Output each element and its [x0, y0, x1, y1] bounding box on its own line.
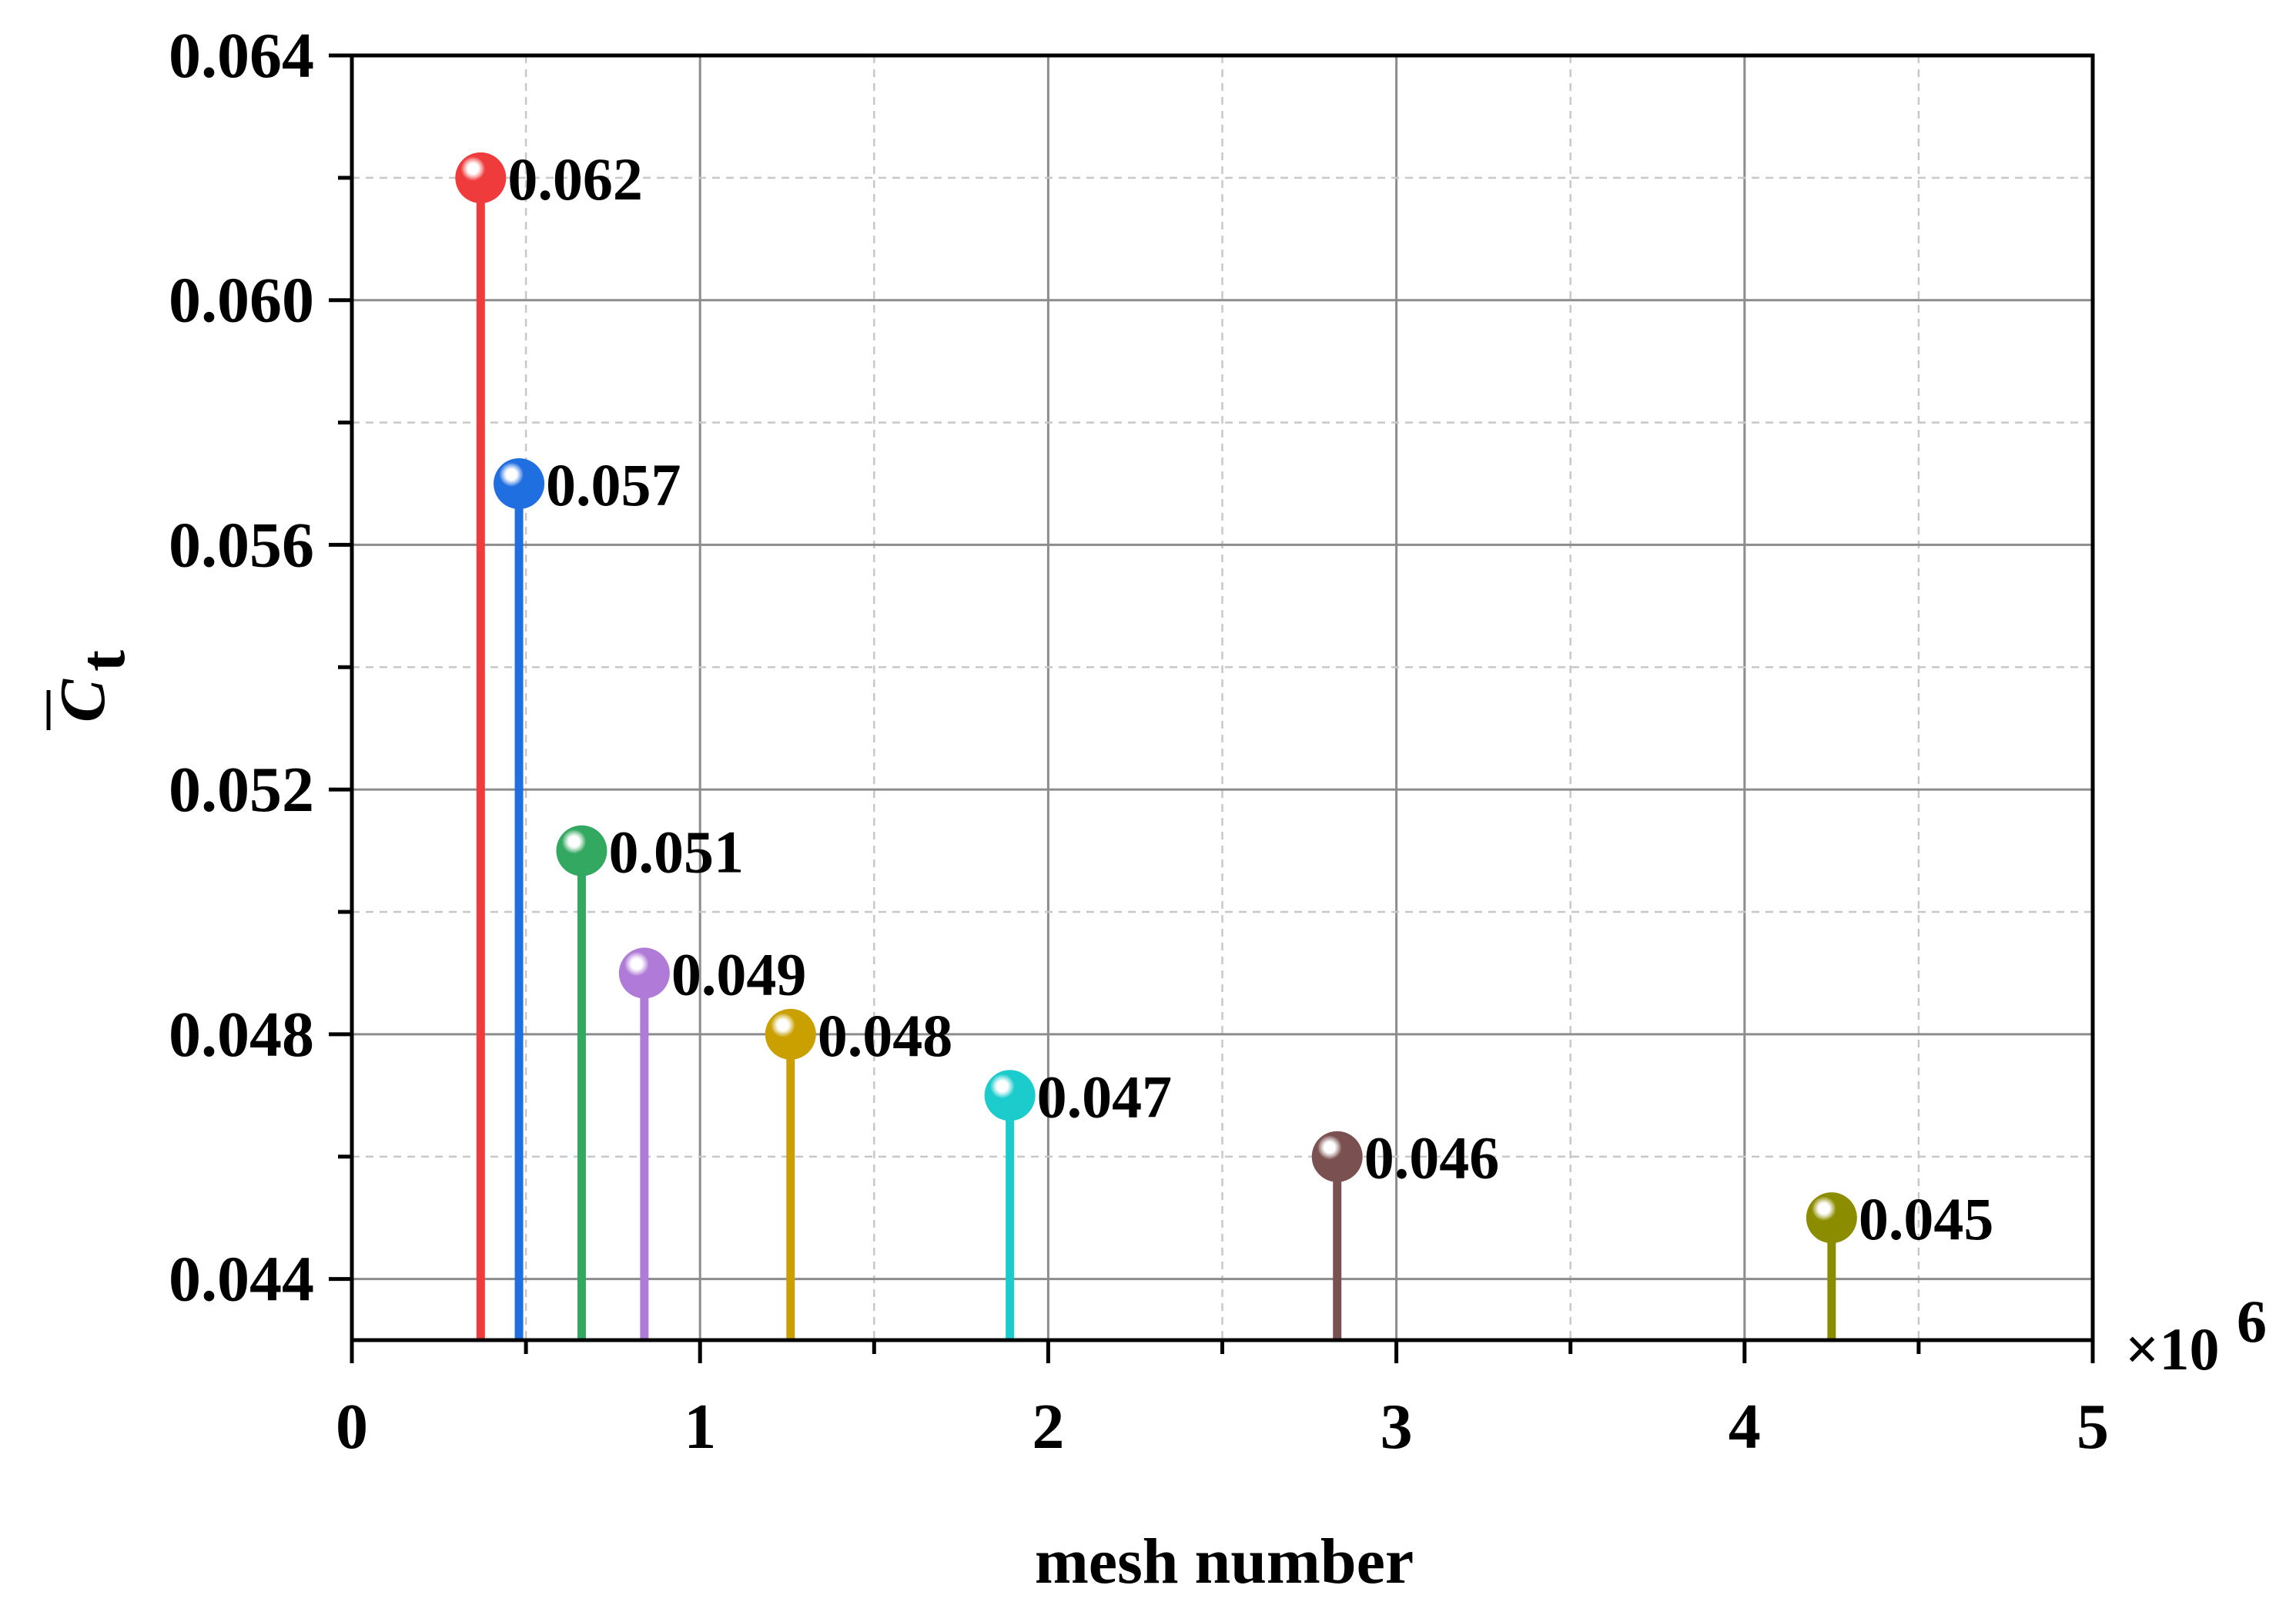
data-label: 0.048 — [818, 1002, 953, 1069]
y-tick-label: 0.048 — [169, 999, 314, 1071]
data-label: 0.051 — [608, 819, 744, 886]
markers — [455, 152, 1857, 1244]
stems — [476, 177, 1836, 1340]
grid — [352, 55, 2093, 1340]
x-axis-title: mesh number — [1035, 1526, 1414, 1597]
x-tick-label: 5 — [2077, 1391, 2109, 1463]
y-axis-title-main: C — [47, 679, 119, 722]
data-label: 0.049 — [671, 940, 807, 1007]
x-tick-label: 4 — [1729, 1391, 1761, 1463]
x-tick-label: 1 — [684, 1391, 716, 1463]
data-label: 0.045 — [1859, 1185, 1994, 1252]
x-multiplier-exponent: 6 — [2237, 1288, 2267, 1355]
stem-marker — [455, 152, 507, 203]
data-label: 0.057 — [546, 451, 681, 518]
y-tick-label: 0.064 — [169, 20, 314, 92]
y-tick-label: 0.044 — [169, 1244, 314, 1315]
y-tick-label: 0.060 — [169, 265, 314, 337]
x-tick-label: 2 — [1032, 1391, 1064, 1463]
y-axis-title: C t — [46, 650, 139, 730]
stem-marker — [1311, 1131, 1363, 1182]
data-label: 0.046 — [1364, 1124, 1500, 1191]
stem-marker — [556, 825, 607, 876]
stem-marker — [765, 1008, 816, 1060]
y-axis-title-subscript: t — [67, 650, 139, 672]
x-tick-label: 0 — [336, 1391, 368, 1463]
stem-marker — [494, 458, 545, 509]
x-multiplier-base: ×10 — [2125, 1315, 2219, 1382]
x-multiplier: ×10 6 — [2125, 1288, 2267, 1382]
x-tick-label: 3 — [1381, 1391, 1413, 1463]
stem-marker — [618, 947, 670, 999]
stem-marker — [1806, 1192, 1857, 1244]
stem-marker — [984, 1070, 1036, 1121]
y-tick-label: 0.052 — [169, 754, 314, 826]
data-label: 0.062 — [507, 146, 643, 213]
tick-labels: 0 1 2 3 4 5 0.044 0.048 0.052 0.056 0.060 0.064 — [169, 20, 2109, 1463]
data-label: 0.047 — [1037, 1063, 1173, 1130]
y-tick-label: 0.056 — [169, 509, 314, 581]
axis-ticks — [329, 53, 2095, 1363]
